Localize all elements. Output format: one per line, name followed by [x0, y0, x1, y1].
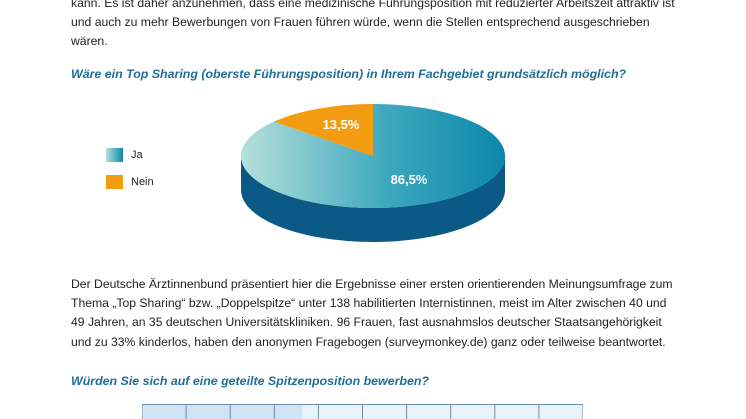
intro-paragraph: kann. Es ist daher anzunehmen, dass eine…	[71, 0, 675, 49]
legend-swatch-ja	[106, 147, 123, 162]
pie-side-wall-ja	[241, 156, 505, 242]
legend-label-ja: Ja	[131, 148, 143, 161]
pie-side-wall	[241, 156, 505, 242]
question-apply-shared-position: Würden Sie sich auf eine geteilte Spitze…	[71, 374, 430, 388]
question-top-sharing: Wäre ein Top Sharing (oberste Führungspo…	[71, 67, 627, 81]
legend-item-nein: Nein	[106, 173, 154, 191]
data-label-ja: 86,5%	[391, 172, 428, 187]
pie-top-surface	[241, 104, 506, 208]
body-paragraph: Der Deutsche Ärztinnenbund präsentiert h…	[71, 277, 673, 349]
pie-slice-ja	[241, 104, 506, 208]
pie-slice-nein	[273, 104, 373, 156]
legend-item-ja: Ja	[106, 146, 143, 164]
legend-swatch-nein	[106, 174, 123, 189]
legend-label-nein: Nein	[131, 175, 154, 188]
next-chart-partial	[142, 404, 583, 419]
data-label-nein: 13,5%	[323, 117, 360, 132]
